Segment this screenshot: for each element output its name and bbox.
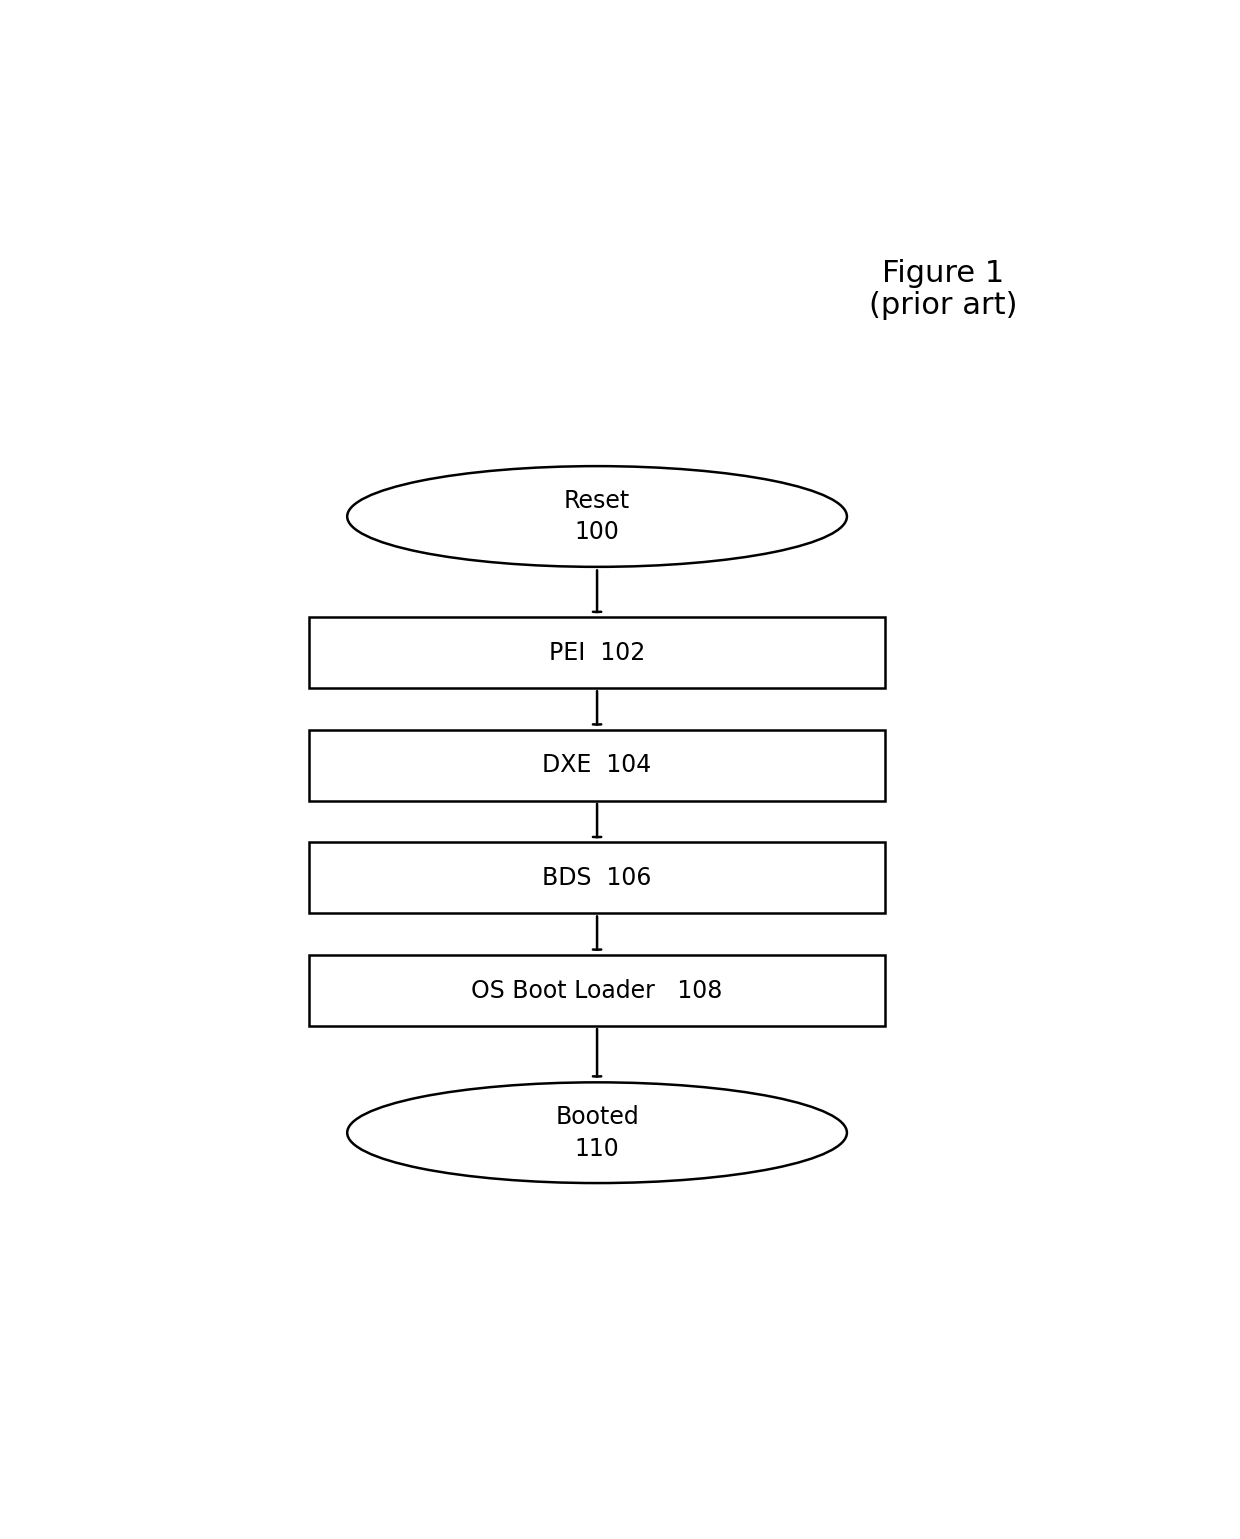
Text: PEI  102: PEI 102 [549, 640, 645, 665]
Text: DXE  104: DXE 104 [542, 754, 652, 777]
Ellipse shape [347, 466, 847, 566]
Bar [309, 842, 885, 914]
Text: (prior art): (prior art) [869, 291, 1017, 320]
Bar [309, 954, 885, 1027]
Text: OS Boot Loader   108: OS Boot Loader 108 [471, 979, 723, 1002]
Bar [309, 617, 885, 688]
Text: BDS  106: BDS 106 [542, 866, 652, 890]
Bar [309, 729, 885, 800]
Text: Figure 1: Figure 1 [882, 259, 1004, 288]
Text: Booted
110: Booted 110 [556, 1105, 639, 1160]
Ellipse shape [347, 1082, 847, 1183]
Text: Reset
100: Reset 100 [564, 489, 630, 545]
